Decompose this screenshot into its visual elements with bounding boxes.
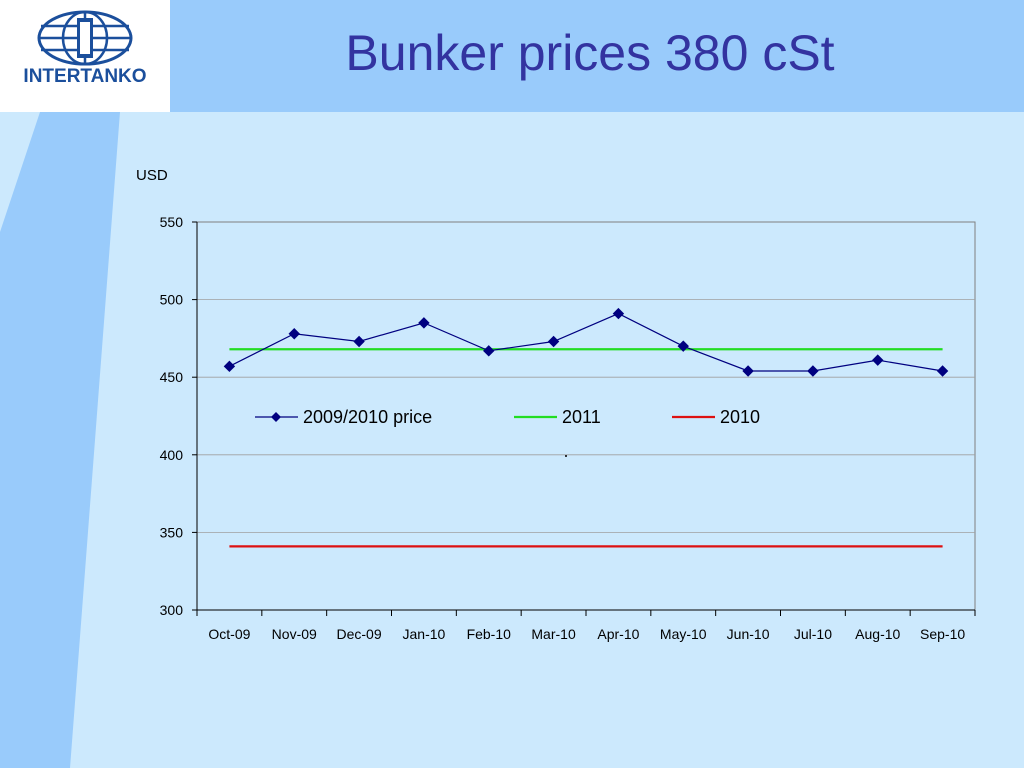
- y-tick-label: 300: [160, 602, 184, 618]
- data-point: [418, 317, 430, 329]
- data-point: [936, 365, 949, 377]
- legend-marker: [271, 412, 281, 422]
- x-tick-label: Mar-10: [531, 626, 576, 642]
- data-point: [353, 335, 365, 348]
- data-point: [223, 360, 236, 373]
- side-stripe: [0, 112, 120, 768]
- x-tick-label: Jun-10: [727, 626, 770, 642]
- legend-item: 2010: [672, 407, 760, 427]
- legend-item: 2009/2010 price: [255, 407, 432, 427]
- data-point: [288, 328, 300, 340]
- stray-dot: [565, 455, 567, 457]
- x-tick-label: Dec-09: [337, 626, 382, 642]
- x-tick-label: Jul-10: [794, 626, 832, 642]
- data-point: [547, 335, 560, 348]
- data-point: [742, 365, 754, 377]
- data-point: [677, 340, 689, 352]
- x-tick-label: May-10: [660, 626, 707, 642]
- x-tick-label: Nov-09: [272, 626, 317, 642]
- legend-label: 2010: [720, 407, 760, 427]
- legend-item: 2011: [514, 407, 601, 427]
- x-tick-label: Jan-10: [403, 626, 446, 642]
- x-tick-label: Apr-10: [597, 626, 639, 642]
- legend: 2009/2010 price 2011 2010: [255, 407, 760, 427]
- series-line-0: [229, 312, 943, 372]
- y-tick-label: 550: [160, 214, 184, 230]
- page-title: Bunker prices 380 cSt: [345, 25, 835, 81]
- x-axis: Oct-09 Nov-09 Dec-09 Jan-10 Feb-10 Mar-10 Apr-…: [196, 609, 976, 642]
- data-point: [612, 307, 625, 320]
- data-point: [807, 365, 819, 377]
- data-point: [872, 354, 884, 366]
- intertanko-logo: INTERTANKO: [0, 0, 170, 112]
- y-tick-label: 400: [160, 447, 184, 463]
- x-tick-label: Sep-10: [920, 626, 965, 642]
- x-tick-label: Aug-10: [855, 626, 900, 642]
- gridlines: [197, 299, 975, 533]
- y-axis: 300 350 400 450 500 550: [160, 214, 198, 618]
- data-point: [483, 345, 495, 357]
- header-band: [0, 0, 1024, 112]
- x-tick-label: Oct-09: [208, 626, 250, 642]
- y-tick-label: 450: [160, 369, 184, 385]
- y-tick-label: 500: [160, 292, 184, 308]
- series-layer: [223, 307, 949, 548]
- y-axis-unit-label: USD: [136, 167, 168, 184]
- x-tick-label: Feb-10: [467, 626, 512, 642]
- logo-text: INTERTANKO: [23, 66, 147, 87]
- globe-icon: [37, 10, 133, 66]
- legend-label: 2011: [562, 407, 601, 427]
- y-tick-label: 350: [160, 524, 184, 540]
- legend-label: 2009/2010 price: [303, 407, 432, 427]
